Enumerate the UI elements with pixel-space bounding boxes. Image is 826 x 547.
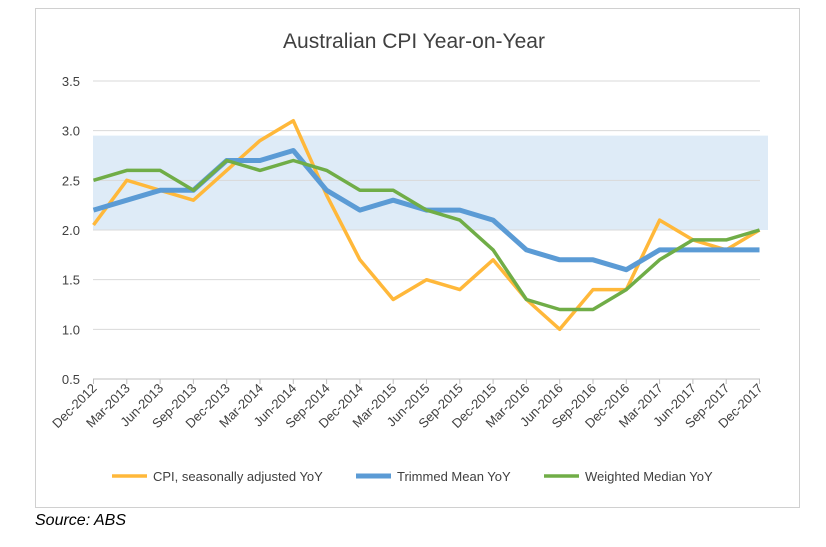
legend-label-2: Trimmed Mean YoY <box>397 469 511 484</box>
y-tick-label: 0.5 <box>62 372 80 387</box>
target-band-rect <box>93 135 768 230</box>
chart-frame <box>35 8 800 508</box>
series-lines <box>92 118 761 332</box>
target-band <box>93 135 768 230</box>
y-tick-label: 1.5 <box>62 273 80 288</box>
series-line-1 <box>92 118 761 332</box>
legend: CPI, seasonally adjusted YoY Trimmed Mean… <box>112 469 713 484</box>
chart-title: Australian CPI Year-on-Year <box>283 30 545 53</box>
y-tick-label: 1.0 <box>62 322 80 337</box>
x-axis <box>93 378 760 384</box>
y-tick-label: 3.5 <box>62 74 80 89</box>
x-axis-ticks: Dec-2012Mar-2013Jun-2013Sep-2013Dec-2013… <box>49 381 765 431</box>
y-tick-label: 3.0 <box>62 124 80 139</box>
legend-label-1: CPI, seasonally adjusted YoY <box>153 469 323 484</box>
y-tick-label: 2.0 <box>62 223 80 238</box>
series-line-3 <box>93 158 760 312</box>
source-note: Source: ABS <box>35 512 127 529</box>
y-axis-ticks: 0.5 1.0 1.5 2.0 2.5 3.0 3.5 <box>62 74 80 387</box>
y-tick-label: 2.5 <box>62 173 80 188</box>
legend-label-3: Weighted Median YoY <box>585 469 713 484</box>
gridlines <box>93 80 760 330</box>
